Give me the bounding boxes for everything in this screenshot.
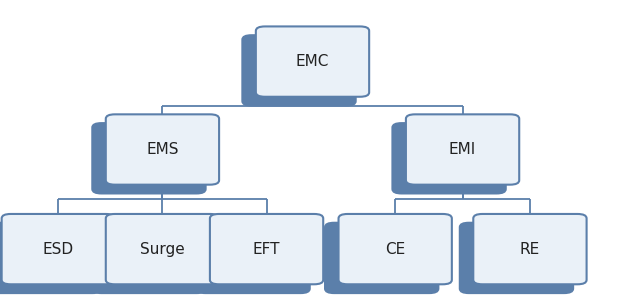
FancyBboxPatch shape <box>460 223 573 293</box>
Text: Surge: Surge <box>140 242 185 257</box>
Text: EMS: EMS <box>146 142 179 157</box>
FancyBboxPatch shape <box>92 223 206 293</box>
Text: EFT: EFT <box>253 242 280 257</box>
FancyBboxPatch shape <box>325 223 438 293</box>
FancyBboxPatch shape <box>2 214 115 284</box>
FancyBboxPatch shape <box>256 26 369 97</box>
FancyBboxPatch shape <box>92 123 206 193</box>
FancyBboxPatch shape <box>0 223 101 293</box>
FancyBboxPatch shape <box>106 114 219 185</box>
Text: EMI: EMI <box>449 142 476 157</box>
FancyBboxPatch shape <box>339 214 452 284</box>
FancyBboxPatch shape <box>406 114 519 185</box>
FancyBboxPatch shape <box>473 214 587 284</box>
FancyBboxPatch shape <box>392 123 506 193</box>
FancyBboxPatch shape <box>106 214 219 284</box>
Text: CE: CE <box>385 242 406 257</box>
Text: EMC: EMC <box>296 54 329 69</box>
FancyBboxPatch shape <box>210 214 323 284</box>
Text: RE: RE <box>520 242 540 257</box>
Text: ESD: ESD <box>42 242 74 257</box>
FancyBboxPatch shape <box>242 35 356 106</box>
FancyBboxPatch shape <box>196 223 310 293</box>
